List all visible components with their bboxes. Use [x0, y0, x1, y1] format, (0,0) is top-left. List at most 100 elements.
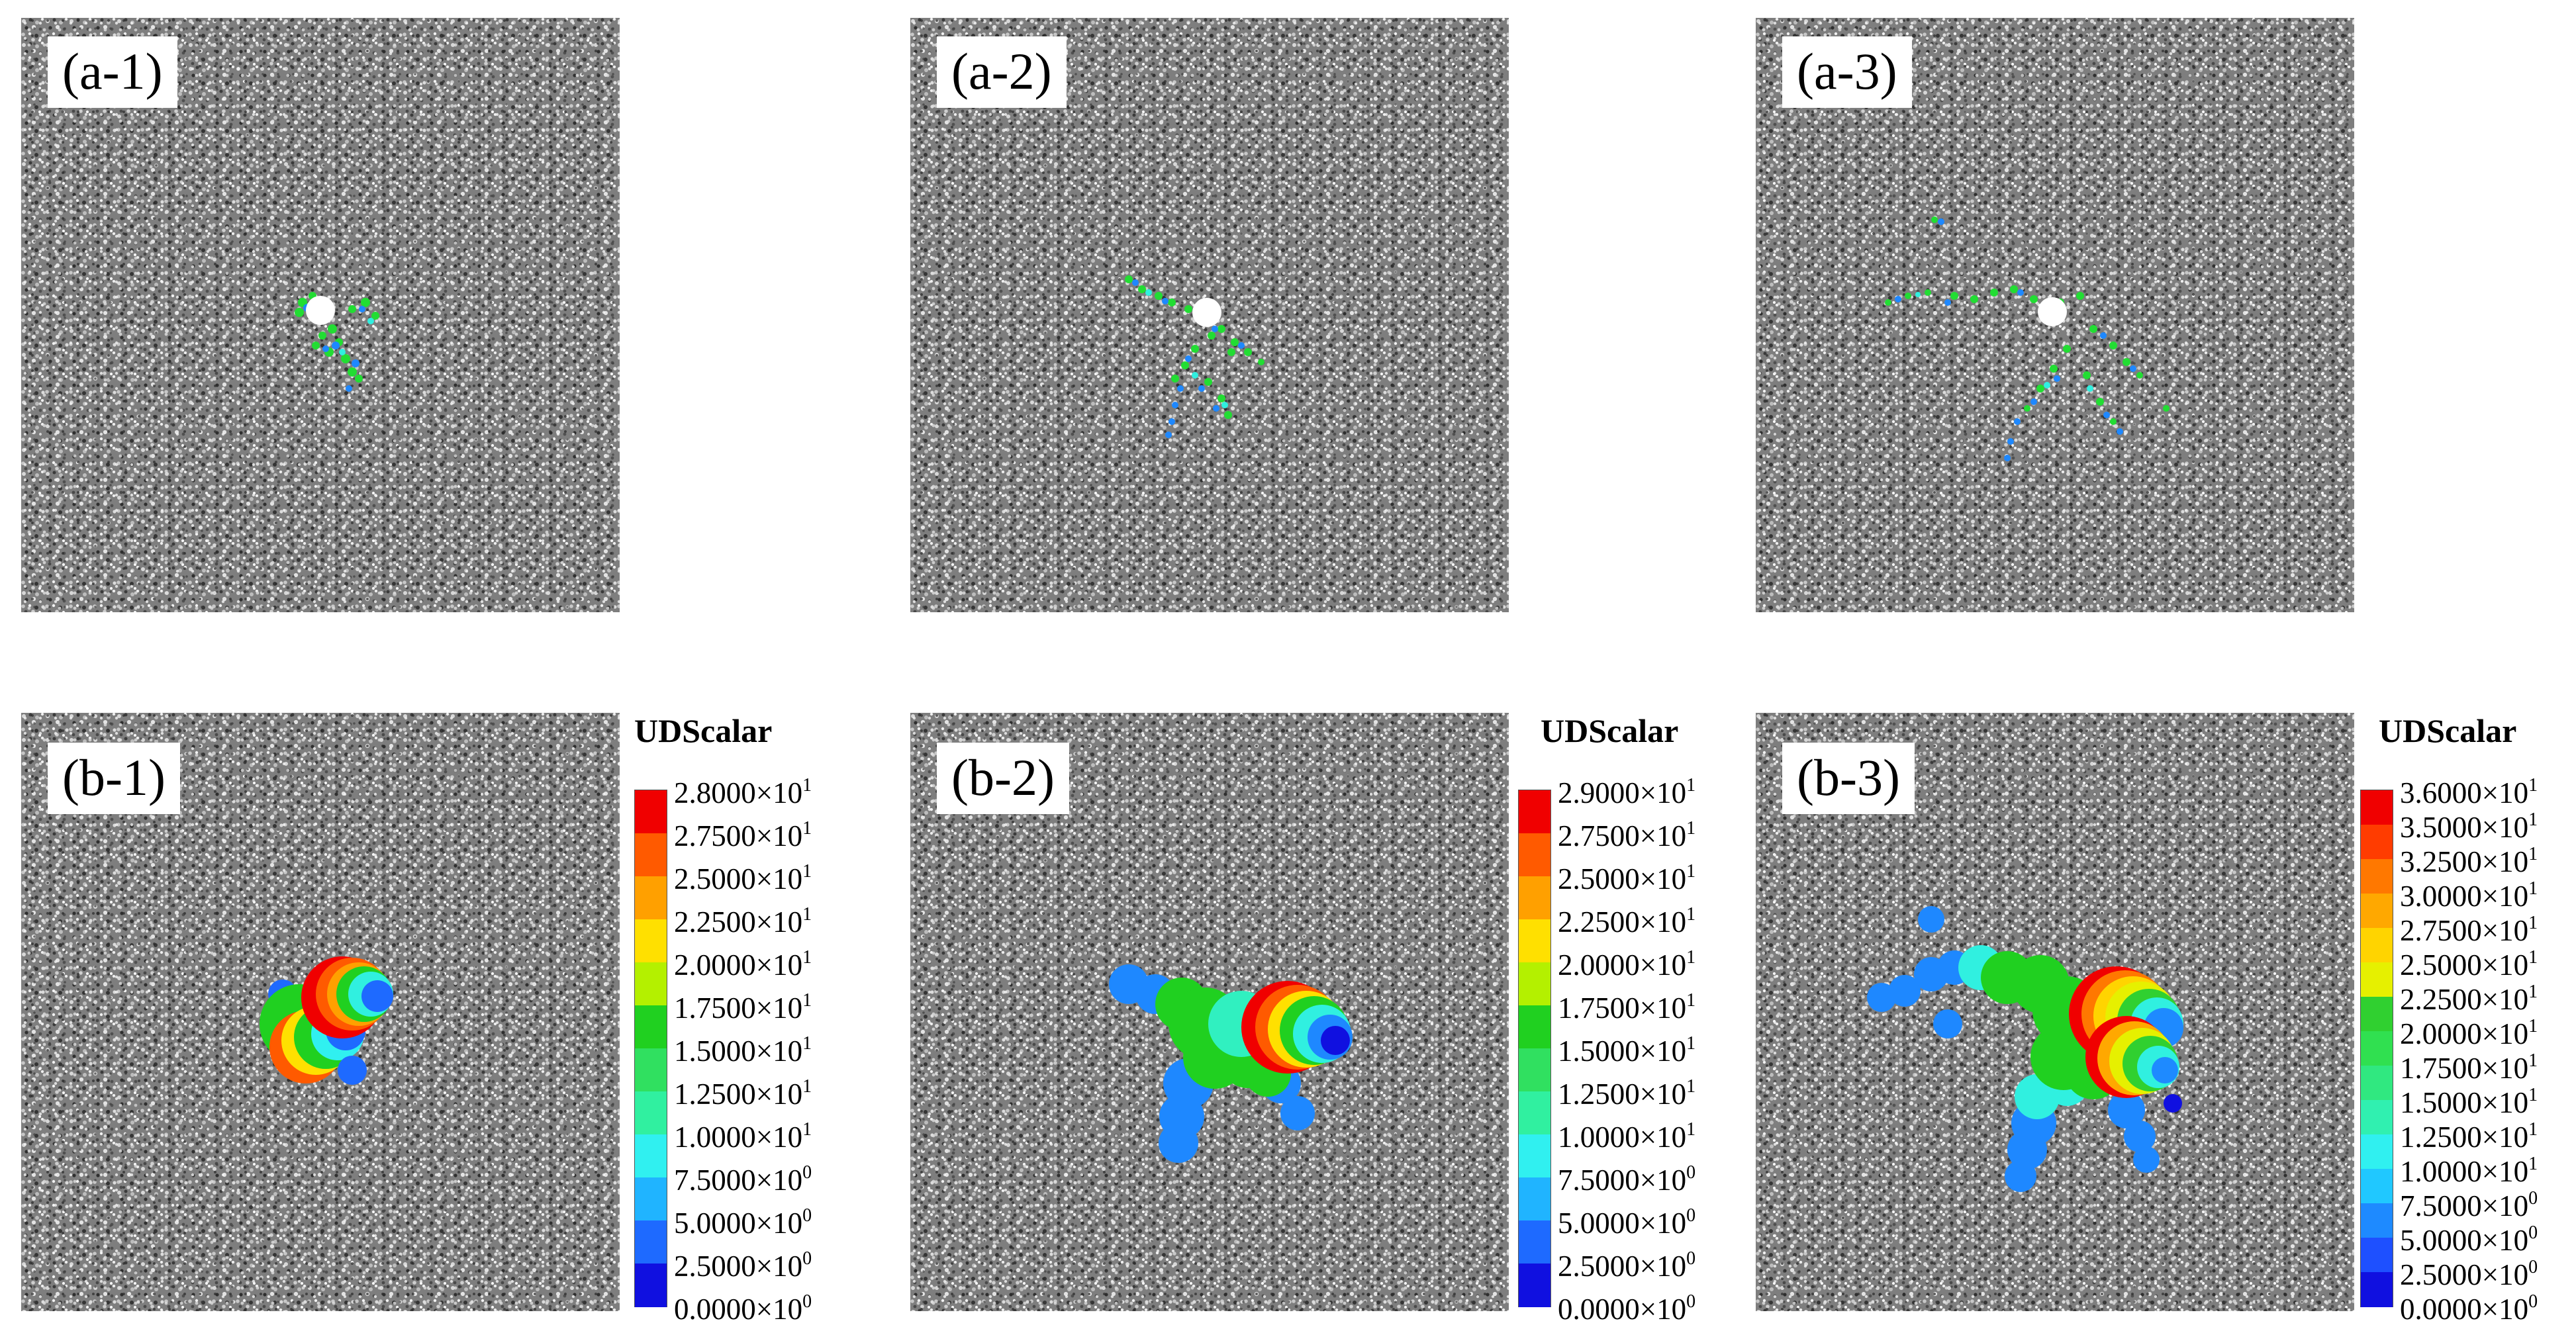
colorbar-segment	[2361, 1272, 2393, 1307]
panel-a2: (a-2)	[910, 18, 1509, 612]
colorbar-segment	[2361, 928, 2393, 963]
colorbar-segment	[1519, 1220, 1550, 1264]
colorbar-segment	[1519, 1177, 1550, 1221]
colorbar-tick-label: 2.5000×101	[2400, 947, 2538, 982]
colorbar-segment	[1519, 1005, 1550, 1049]
colorbar-tick-label: 2.7500×101	[2400, 913, 2538, 947]
colorbar-tick-label: 1.7500×101	[2400, 1050, 2538, 1085]
colorbar-segment	[2361, 1169, 2393, 1204]
crack-overlay	[1885, 216, 2170, 461]
colorbar-tick-label: 5.0000×100	[2400, 1222, 2538, 1257]
colorbar-tick-label: 2.0000×101	[1558, 947, 1696, 982]
colorbar-tick-label: 2.5000×100	[674, 1248, 812, 1283]
colorbar-segment	[2361, 1066, 2393, 1101]
colorbar-tick-label: 2.7500×101	[1558, 818, 1696, 852]
panel-a3: (a-3)	[1756, 18, 2354, 612]
panel-b1: (b-1)	[21, 713, 620, 1311]
panel-label: (a-1)	[48, 36, 177, 108]
colorbar-segment	[635, 1134, 667, 1178]
panel-label: (a-3)	[1782, 36, 1912, 108]
colorbar-segment	[2361, 1031, 2393, 1066]
colorbar-tick-label: 2.2500×101	[1558, 904, 1696, 939]
colorbar-tick-label: 0.0000×100	[1558, 1291, 1696, 1326]
colorbar-tick-label: 7.5000×100	[674, 1162, 812, 1197]
colorbar-segment	[1519, 833, 1550, 877]
colorbar-segment	[635, 790, 667, 834]
panel-label: (b-3)	[1782, 743, 1915, 814]
colorbar-tick-label: 2.0000×101	[674, 947, 812, 982]
colorbar-segment	[2361, 1238, 2393, 1273]
colorbar-tick-label: 2.5000×100	[2400, 1257, 2538, 1291]
colorbar	[2360, 790, 2393, 1307]
colorbar-segment	[1519, 1091, 1550, 1135]
colorbar-tick-label: 1.2500×101	[674, 1076, 812, 1111]
colorbar-segment	[2361, 1134, 2393, 1170]
crack-overlay	[1125, 275, 1264, 438]
colorbar-segment	[2361, 962, 2393, 997]
colorbar	[634, 790, 667, 1307]
stress-overlay	[260, 956, 393, 1085]
colorbar-tick-label: 2.8000×101	[674, 775, 812, 809]
panel-label: (b-1)	[48, 743, 180, 814]
colorbar-tick-label: 2.5000×100	[1558, 1248, 1696, 1283]
colorbar-segment	[635, 1264, 667, 1307]
colorbar-tick-label: 1.2500×101	[2400, 1119, 2538, 1154]
panel-label: (b-2)	[937, 743, 1069, 814]
panel-b3: (b-3)	[1756, 713, 2354, 1311]
colorbar-tick-label: 3.2500×101	[2400, 844, 2538, 878]
colorbar-tick-label: 7.5000×100	[2400, 1188, 2538, 1222]
colorbar-segment	[635, 1048, 667, 1092]
colorbar-segment	[2361, 997, 2393, 1032]
legend-title: UDScalar	[1541, 712, 1679, 749]
colorbar-segment	[1519, 876, 1550, 920]
colorbar-tick-label: 2.0000×101	[2400, 1016, 2538, 1050]
colorbar-tick-label: 1.7500×101	[1558, 990, 1696, 1025]
colorbar-segment	[2361, 1203, 2393, 1238]
colorbar-tick-label: 1.5000×101	[674, 1033, 812, 1068]
colorbar-tick-label: 1.0000×101	[2400, 1154, 2538, 1188]
colorbar-segment	[635, 962, 667, 1006]
colorbar-tick-label: 7.5000×100	[1558, 1162, 1696, 1197]
colorbar-segment	[1519, 962, 1550, 1006]
stress-overlay	[1867, 906, 2183, 1192]
colorbar-segment	[2361, 790, 2393, 825]
colorbar-segment	[635, 876, 667, 920]
colorbar-segment	[2361, 859, 2393, 894]
colorbar	[1518, 790, 1551, 1307]
crack-overlay	[295, 292, 379, 392]
colorbar-tick-label: 2.2500×101	[2400, 982, 2538, 1016]
colorbar-tick-label: 0.0000×100	[674, 1291, 812, 1326]
colorbar-tick-label: 2.5000×101	[674, 861, 812, 896]
colorbar-segment	[635, 1177, 667, 1221]
colorbar-segment	[2361, 825, 2393, 860]
colorbar-segment	[1519, 1048, 1550, 1092]
colorbar-tick-label: 1.2500×101	[1558, 1076, 1696, 1111]
colorbar-tick-label: 1.5000×101	[1558, 1033, 1696, 1068]
colorbar-tick-label: 1.0000×101	[1558, 1119, 1696, 1154]
colorbar-tick-label: 1.5000×101	[2400, 1085, 2538, 1119]
colorbar-tick-label: 3.6000×101	[2400, 775, 2538, 809]
legend-title: UDScalar	[2379, 712, 2517, 749]
colorbar-tick-label: 1.0000×101	[674, 1119, 812, 1154]
colorbar-tick-label: 2.9000×101	[1558, 775, 1696, 809]
colorbar-segment	[2361, 894, 2393, 929]
colorbar-segment	[1519, 790, 1550, 834]
colorbar-segment	[1519, 919, 1550, 963]
colorbar-segment	[635, 1005, 667, 1049]
colorbar-segment	[2361, 1100, 2393, 1135]
colorbar-segment	[635, 833, 667, 877]
panel-a1: (a-1)	[21, 18, 620, 612]
legend-title: UDScalar	[634, 712, 773, 749]
stress-overlay	[1109, 964, 1353, 1163]
panel-b2: (b-2)	[910, 713, 1509, 1311]
colorbar-tick-label: 2.5000×101	[1558, 861, 1696, 896]
panel-label: (a-2)	[937, 36, 1067, 108]
colorbar-segment	[635, 919, 667, 963]
colorbar-tick-label: 1.7500×101	[674, 990, 812, 1025]
colorbar-tick-label: 3.0000×101	[2400, 878, 2538, 913]
colorbar-segment	[635, 1091, 667, 1135]
colorbar-legend: UDScalar 2.9000×101 2.7500×101 2.5000×101 2…	[1518, 712, 1763, 1324]
colorbar-tick-label: 2.2500×101	[674, 904, 812, 939]
colorbar-tick-label: 5.0000×100	[674, 1205, 812, 1240]
colorbar-segment	[635, 1220, 667, 1264]
